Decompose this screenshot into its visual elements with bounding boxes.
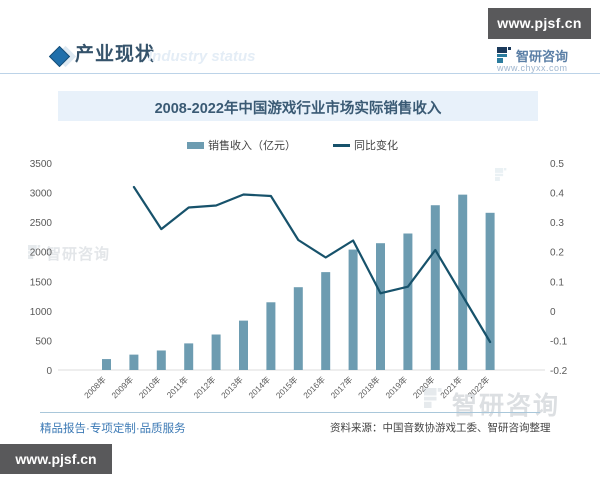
svg-text:1000: 1000 — [30, 307, 53, 318]
svg-text:2011年: 2011年 — [165, 374, 191, 400]
svg-text:0: 0 — [550, 307, 556, 318]
svg-text:2017年: 2017年 — [329, 374, 355, 400]
svg-text:2013年: 2013年 — [219, 374, 245, 400]
svg-text:500: 500 — [35, 336, 52, 347]
svg-text:3500: 3500 — [30, 159, 53, 170]
svg-text:2012年: 2012年 — [192, 374, 218, 400]
svg-text:-0.1: -0.1 — [550, 336, 568, 347]
svg-text:2500: 2500 — [30, 218, 53, 229]
svg-text:0.3: 0.3 — [550, 218, 564, 229]
svg-text:2015年: 2015年 — [274, 374, 300, 400]
svg-text:2016年: 2016年 — [301, 374, 327, 400]
svg-text:2010年: 2010年 — [137, 374, 163, 400]
svg-text:2000: 2000 — [30, 248, 53, 259]
svg-text:-0.2: -0.2 — [550, 366, 568, 377]
svg-text:0: 0 — [46, 366, 52, 377]
svg-text:0.5: 0.5 — [550, 159, 564, 170]
svg-text:2014年: 2014年 — [246, 374, 272, 400]
svg-text:2009年: 2009年 — [109, 374, 135, 400]
svg-text:3000: 3000 — [30, 189, 53, 200]
svg-text:0.1: 0.1 — [550, 277, 564, 288]
svg-text:2019年: 2019年 — [383, 374, 409, 400]
svg-text:2008年: 2008年 — [82, 374, 108, 400]
svg-text:0.2: 0.2 — [550, 248, 564, 259]
svg-text:0.4: 0.4 — [550, 189, 564, 200]
svg-text:2018年: 2018年 — [356, 374, 382, 400]
svg-text:1500: 1500 — [30, 277, 53, 288]
